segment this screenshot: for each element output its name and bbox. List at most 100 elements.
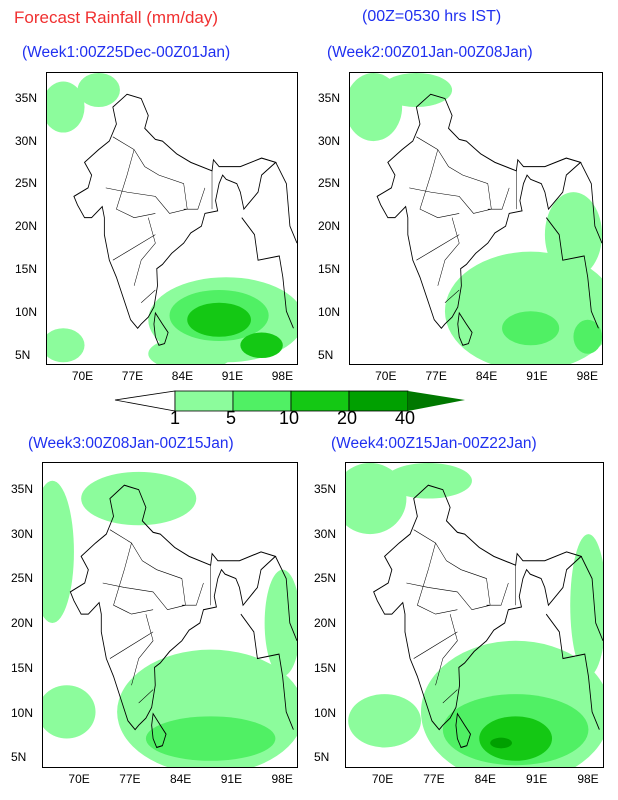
y-tick-label: 35N [318,90,341,105]
rainfall-map-week3 [42,462,298,768]
y-tick-label: 10N [318,304,341,319]
myanmar-boundary [241,162,297,329]
y-tick-label: 5N [318,347,334,362]
y-tick-label: 10N [11,705,34,720]
y-tick-label: 10N [314,705,337,720]
y-tick-label: 30N [15,133,38,148]
y-tick-label: 20N [15,219,38,234]
rainfall-map-week2 [349,72,603,365]
y-tick-label: 30N [318,133,341,148]
rainfall-area [43,685,96,739]
panel-title-week2: (Week2:00Z01Jan-00Z08Jan) [327,44,533,61]
india-boundary [376,93,582,329]
rainfall-area [479,716,553,761]
y-tick-label: 15N [11,660,34,675]
x-tick-label: 77E [121,369,144,383]
y-tick-label: 30N [11,526,34,541]
y-tick-label: 20N [314,616,337,631]
y-tick-label: 30N [314,526,337,541]
rainfall-area [380,73,453,108]
y-tick-label: 25N [314,571,337,586]
rainfall-area [47,328,85,363]
x-tick-label: 70E [375,369,397,383]
y-tick-label: 25N [15,176,38,191]
rainfall-area [187,302,251,337]
rainfall-area [264,569,297,677]
panel-title-week3: (Week3:00Z08Jan-00Z15Jan) [28,435,234,452]
time-note: (00Z=0530 hrs IST) [362,8,502,25]
sri-lanka-boundary [153,311,169,346]
x-tick-label: 77E [119,772,141,786]
state-boundaries [406,529,516,704]
x-tick-label: 84E [169,772,192,786]
india-boundary [69,484,277,731]
rainfall-area [240,332,283,359]
state-boundaries [409,136,517,303]
x-tick-label: 91E [525,772,548,786]
x-tick-label: 84E [475,369,498,383]
x-tick-label: 98E [271,369,294,383]
y-tick-label: 5N [15,347,31,362]
rainfall-area [47,81,85,133]
x-tick-label: 91E [221,369,244,383]
x-tick-label: 70E [371,772,394,786]
y-tick-label: 20N [318,219,341,234]
rainfall-map-week4 [345,462,604,768]
x-tick-label: 98E [271,772,293,786]
x-tick-label: 70E [71,369,94,383]
y-tick-label: 5N [314,750,330,765]
y-tick-label: 25N [318,176,341,191]
y-tick-label: 10N [15,304,38,319]
panel-title-week1: (Week1:00Z25Dec-00Z01Jan) [22,44,231,61]
y-tick-label: 15N [318,262,341,277]
legend-level-20: 20 [337,408,358,428]
y-tick-label: 15N [15,262,38,277]
x-tick-label: 77E [423,772,445,786]
sri-lanka-boundary [457,311,473,346]
y-tick-label: 35N [11,481,34,496]
rainfall-area [77,73,120,108]
legend-level-1: 1 [170,408,181,428]
colorbar-legend [114,390,465,412]
rainfall-area [444,251,602,364]
colorbar-above-40 [408,391,465,411]
rainfall-area [384,463,472,499]
y-tick-label: 35N [15,90,38,105]
sri-lanka-boundary [455,712,471,749]
state-boundaries [105,136,213,303]
rainfall-area [570,534,603,677]
rainfall-area [148,336,234,364]
y-tick-label: 15N [314,660,337,675]
figure-title: Forecast Rainfall (mm/day) [14,8,219,27]
x-tick-label: 91E [220,772,243,786]
x-tick-label: 98E [576,369,598,383]
myanmar-boundary [545,556,603,730]
rainfall-area [81,471,197,526]
india-boundary [373,484,583,731]
state-boundaries [102,529,211,704]
colorbar-1-5 [174,390,234,412]
rainfall-map-week1 [46,72,298,365]
myanmar-boundary [240,556,297,730]
y-tick-label: 20N [11,616,34,631]
x-tick-label: 84E [171,369,194,383]
sri-lanka-boundary [151,712,167,749]
legend-level-5: 5 [226,408,237,428]
x-tick-label: 98E [577,772,599,786]
y-tick-label: 35N [314,481,337,496]
colorbar-below-1 [114,390,176,412]
rainfall-area [145,716,276,761]
x-tick-label: 91E [526,369,548,383]
y-tick-label: 25N [11,571,34,586]
legend-level-40: 40 [395,408,416,428]
panel-title-week4: (Week4:00Z15Jan-00Z22Jan) [331,435,537,452]
myanmar-boundary [545,162,602,329]
rainfall-area [348,694,421,748]
india-boundary [73,93,277,329]
legend-level-10: 10 [279,408,300,428]
rainfall-area [490,737,512,749]
y-tick-label: 5N [11,750,27,765]
x-tick-label: 70E [68,772,90,786]
rainfall-area [502,311,560,346]
rainfall-area [43,480,74,623]
